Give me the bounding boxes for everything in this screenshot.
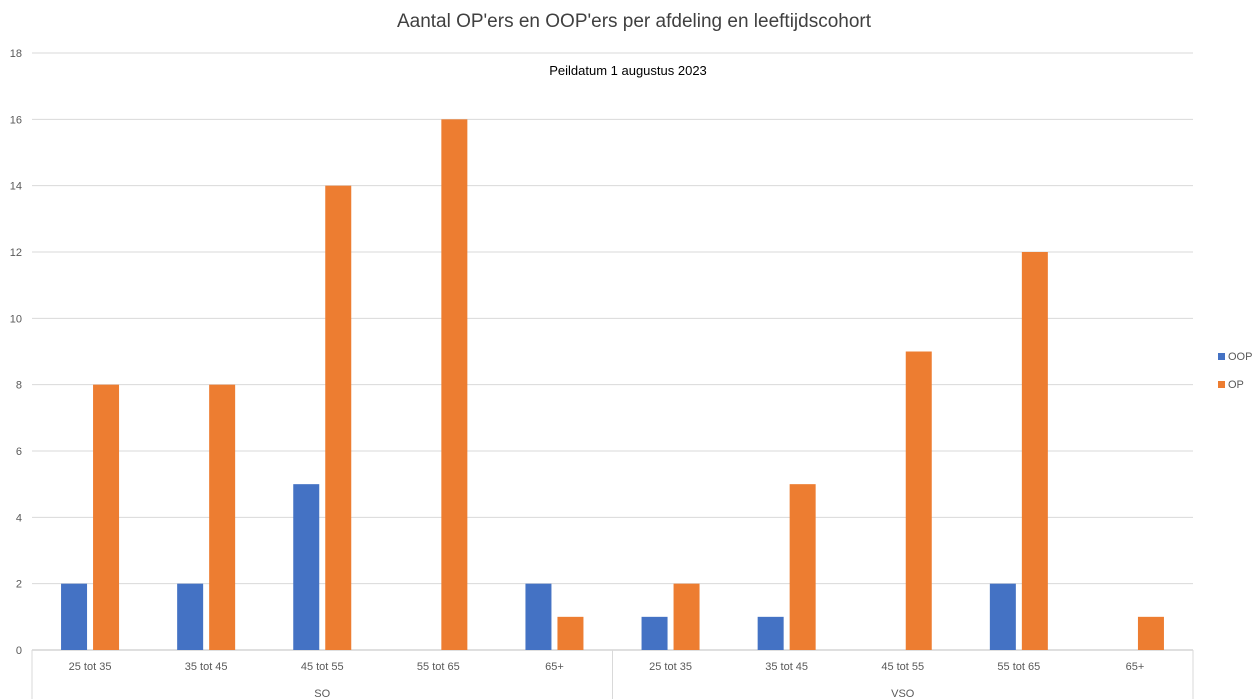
legend: OOP OP bbox=[1218, 351, 1252, 391]
legend-swatch-oop bbox=[1218, 353, 1225, 360]
bar-oop bbox=[61, 583, 88, 650]
y-tick-label: 8 bbox=[16, 380, 22, 392]
group-label: VSO bbox=[891, 688, 915, 699]
group-label: SO bbox=[314, 688, 330, 699]
y-tick-label: 4 bbox=[16, 512, 22, 524]
bar-op bbox=[325, 185, 352, 650]
y-tick-label: 6 bbox=[16, 446, 22, 458]
bar-oop bbox=[641, 616, 668, 650]
bar-op bbox=[789, 484, 816, 650]
y-tick-label: 16 bbox=[10, 114, 22, 126]
x-tick-label: 25 tot 35 bbox=[649, 661, 692, 673]
legend-label-oop: OOP bbox=[1228, 351, 1252, 363]
y-tick-label: 0 bbox=[16, 645, 22, 657]
x-tick-label: 65+ bbox=[545, 661, 564, 673]
y-tick-label: 12 bbox=[10, 247, 22, 259]
bar-op bbox=[905, 351, 932, 650]
y-tick-label: 2 bbox=[16, 579, 22, 591]
bar-op bbox=[441, 119, 468, 651]
y-axis: 0 2 4 6 8 10 12 14 16 18 bbox=[10, 48, 22, 657]
legend-label-op: OP bbox=[1228, 379, 1244, 391]
x-axis: 25 tot 35 35 tot 45 45 tot 55 55 tot 65 65+ 2… bbox=[31, 650, 1194, 699]
x-tick-label: 25 tot 35 bbox=[69, 661, 112, 673]
chart-title: Aantal OP'ers en OOP'ers per afdeling en… bbox=[397, 11, 872, 32]
bar-op bbox=[1021, 252, 1048, 650]
x-tick-label: 45 tot 55 bbox=[301, 661, 344, 673]
bars bbox=[61, 119, 1164, 651]
x-tick-label: 45 tot 55 bbox=[881, 661, 924, 673]
gridlines bbox=[32, 52, 1193, 651]
x-tick-label: 55 tot 65 bbox=[417, 661, 460, 673]
x-tick-label: 65+ bbox=[1126, 661, 1145, 673]
bar-oop bbox=[757, 616, 784, 650]
x-tick-label: 35 tot 45 bbox=[765, 661, 808, 673]
bar-op bbox=[209, 384, 236, 650]
bar-op bbox=[557, 616, 584, 650]
bar-oop bbox=[525, 583, 552, 650]
legend-swatch-op bbox=[1218, 381, 1225, 388]
y-tick-label: 14 bbox=[10, 181, 22, 193]
bar-oop bbox=[989, 583, 1016, 650]
bar-oop bbox=[293, 484, 320, 650]
x-tick-label: 35 tot 45 bbox=[185, 661, 228, 673]
bar-oop bbox=[177, 583, 204, 650]
y-tick-label: 18 bbox=[10, 48, 22, 60]
bar-op bbox=[673, 583, 700, 650]
bar-op bbox=[93, 384, 120, 650]
bar-op bbox=[1137, 616, 1164, 650]
x-tick-label: 55 tot 65 bbox=[997, 661, 1040, 673]
chart-subtitle: Peildatum 1 augustus 2023 bbox=[549, 63, 707, 78]
y-tick-label: 10 bbox=[10, 313, 22, 325]
